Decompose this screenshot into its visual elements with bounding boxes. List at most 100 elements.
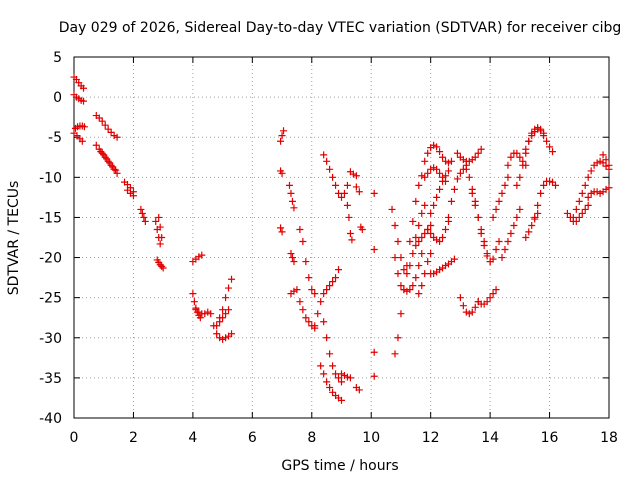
data-point <box>100 151 108 159</box>
data-point <box>436 148 444 156</box>
data-point <box>468 189 476 197</box>
data-point <box>436 238 444 246</box>
data-point <box>112 166 120 174</box>
data-point <box>471 201 479 209</box>
series-track-44 <box>391 250 426 295</box>
data-point <box>430 141 438 149</box>
chart-title: Day 029 of 2026, Sidereal Day-to-day VTE… <box>59 20 622 36</box>
data-point <box>107 128 115 136</box>
data-point <box>190 298 198 306</box>
data-point <box>201 310 209 318</box>
data-point <box>427 221 435 229</box>
data-point <box>97 148 105 156</box>
data-point <box>430 270 438 278</box>
data-point <box>599 159 607 167</box>
data-point <box>421 157 429 165</box>
data-point <box>370 372 378 380</box>
data-point <box>278 132 286 140</box>
data-point <box>299 306 307 314</box>
data-point <box>343 181 351 189</box>
data-point <box>546 177 554 185</box>
data-point <box>534 201 542 209</box>
data-point <box>228 275 236 283</box>
data-point <box>447 157 455 165</box>
data-point <box>456 169 464 177</box>
series-track-06 <box>92 141 121 177</box>
data-point <box>552 181 559 189</box>
data-point <box>602 185 610 193</box>
series-track-03 <box>71 122 88 132</box>
data-point <box>495 197 503 205</box>
data-point <box>581 205 589 213</box>
data-point <box>158 234 166 241</box>
data-point <box>124 186 131 194</box>
axis-ticks <box>73 56 610 419</box>
data-point <box>219 306 227 314</box>
series-track-56 <box>456 294 482 318</box>
data-point <box>101 121 109 129</box>
x-tick-label: 10 <box>362 430 380 446</box>
data-point <box>207 310 215 318</box>
series-track-46 <box>415 250 435 298</box>
data-point <box>537 189 545 197</box>
data-point <box>418 209 426 217</box>
data-point <box>156 261 164 269</box>
data-point <box>418 234 426 241</box>
data-point <box>397 254 405 262</box>
data-point <box>528 132 536 140</box>
series-track-40 <box>370 348 378 356</box>
data-point <box>311 322 319 330</box>
data-point <box>450 255 458 263</box>
data-point <box>326 282 334 290</box>
x-tick-label: 14 <box>481 430 499 446</box>
y-tick-label: -20 <box>39 251 62 267</box>
data-point <box>349 170 357 178</box>
data-point <box>409 282 417 290</box>
data-point <box>317 298 325 306</box>
data-point <box>427 229 435 237</box>
data-point <box>462 165 470 173</box>
data-point <box>439 153 447 161</box>
x-axis-label: GPS time / hours <box>281 458 398 474</box>
data-point <box>507 229 515 237</box>
data-point <box>406 238 414 246</box>
data-point <box>113 133 121 141</box>
y-tick-label: -15 <box>39 210 62 226</box>
data-point <box>343 373 351 381</box>
data-point <box>305 274 313 282</box>
data-point <box>80 97 88 105</box>
data-point <box>400 266 408 274</box>
data-point <box>605 161 613 169</box>
data-point <box>540 181 548 189</box>
series-track-08 <box>121 178 137 196</box>
data-point <box>489 213 497 221</box>
data-point <box>225 306 233 314</box>
data-point <box>348 236 356 244</box>
data-point <box>596 157 604 165</box>
data-point <box>152 217 160 225</box>
data-point <box>513 149 521 157</box>
data-point <box>222 310 230 318</box>
series-track-13 <box>153 256 167 272</box>
x-tick-label: 2 <box>129 430 138 446</box>
data-point <box>216 334 224 342</box>
y-tick-label: -5 <box>48 130 62 146</box>
data-point <box>213 322 221 330</box>
series-track-20 <box>277 127 288 145</box>
data-point <box>98 149 106 157</box>
data-point <box>578 189 586 197</box>
series-track-53 <box>453 145 485 165</box>
series-track-29 <box>320 151 351 201</box>
series-track-69 <box>599 151 613 169</box>
data-point <box>138 209 146 217</box>
data-point <box>80 123 88 131</box>
y-tick-label: -30 <box>39 331 62 347</box>
data-point <box>103 155 111 163</box>
data-point <box>320 318 328 326</box>
data-point <box>599 151 607 159</box>
data-point <box>471 303 479 311</box>
data-point <box>453 149 461 157</box>
series-track-01 <box>70 73 88 92</box>
data-point <box>278 169 286 177</box>
